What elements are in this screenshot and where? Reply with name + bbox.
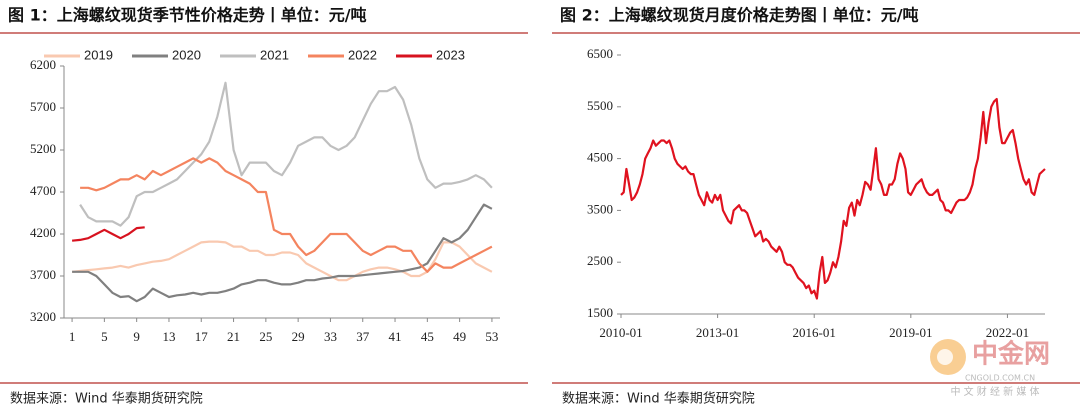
x-tick-label: 21 [227,329,240,344]
x-tick-label: 2022-01 [986,325,1029,340]
y-tick-label: 6200 [30,57,56,72]
x-tick-label: 2013-01 [696,325,739,340]
x-tick-label: 37 [356,329,370,344]
x-tick-label: 49 [453,329,466,344]
y-tick-label: 3500 [587,201,613,216]
y-tick-label: 5700 [30,99,56,114]
y-tick-label: 3700 [30,267,56,282]
source-note: 数据来源：Wind 华泰期货研究院 [562,391,755,407]
x-tick-label: 45 [421,329,434,344]
legend-label: 2023 [436,47,465,62]
legend-label: 2021 [260,47,289,62]
series-line [80,157,493,273]
y-tick-label: 6500 [587,46,613,61]
logo-icon [937,349,953,365]
x-tick-label: 2016-01 [793,325,836,340]
y-tick-label: 2500 [587,253,613,268]
legend-label: 2020 [172,47,201,62]
source-note: 数据来源：Wind 华泰期货研究院 [10,391,203,407]
y-tick-label: 4700 [30,183,56,198]
y-tick-label: 5200 [30,141,56,156]
legend-label: 2019 [84,47,113,62]
y-tick-label: 4200 [30,225,56,240]
chart-title: 图 1：上海螺纹现货季节性价格走势丨单位：元/吨 [8,6,367,25]
x-tick-label: 2019-01 [889,325,932,340]
x-tick-label: 41 [389,329,402,344]
x-tick-label: 53 [485,329,498,344]
legend-label: 2022 [348,47,377,62]
x-tick-label: 1 [69,329,76,344]
y-tick-label: 5500 [587,98,613,113]
x-tick-label: 17 [195,329,209,344]
logo-tagline: 中 文 财 经 新 媒 体 [950,385,1039,398]
series-line [620,97,1046,300]
x-tick-label: 2010-01 [599,325,642,340]
x-tick-label: 9 [133,329,140,344]
logo-brand: 中金网 [972,339,1050,370]
x-tick-label: 25 [259,329,272,344]
chart-title: 图 2：上海螺纹现货月度价格走势图丨单位：元/吨 [560,6,919,25]
x-tick-label: 5 [101,329,108,344]
y-tick-label: 3200 [30,309,56,324]
x-tick-label: 33 [324,329,337,344]
watermark: 中金网 CNGOLD.COM.CN 中 文 财 经 新 媒 体 [930,339,1050,398]
series-line [71,226,145,242]
x-tick-label: 13 [162,329,175,344]
y-tick-label: 1500 [587,305,613,320]
series-line [79,81,493,227]
x-tick-label: 29 [292,329,305,344]
y-tick-label: 4500 [587,150,613,165]
logo-domain: CNGOLD.COM.CN [965,374,1035,383]
series-line [71,240,493,282]
